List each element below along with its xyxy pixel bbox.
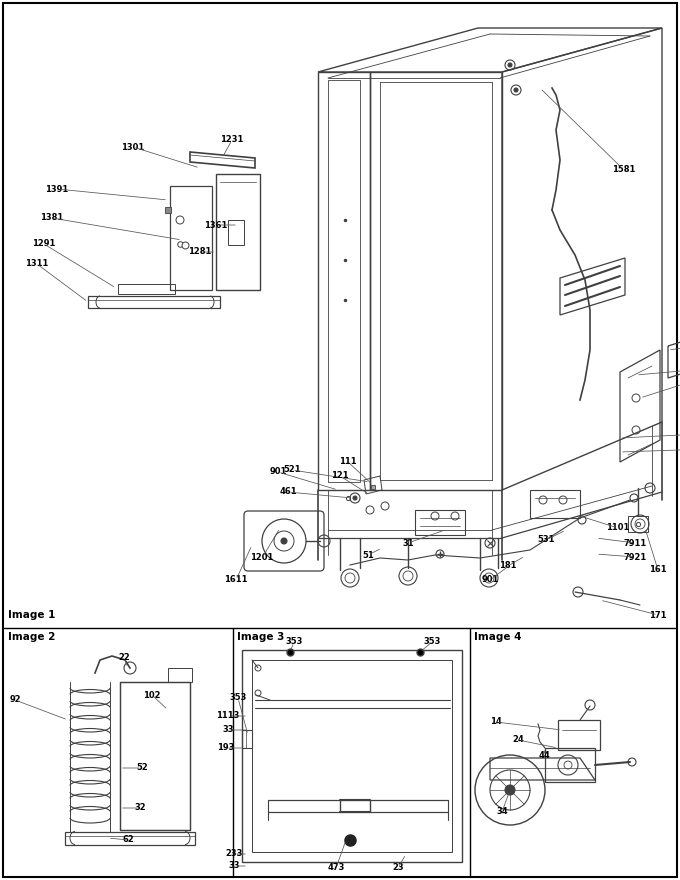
Text: 33: 33	[222, 725, 234, 735]
Circle shape	[505, 785, 515, 795]
Text: 1291: 1291	[33, 239, 56, 248]
Text: 1611: 1611	[224, 576, 248, 584]
Text: 62: 62	[122, 835, 134, 845]
Text: 461: 461	[279, 488, 296, 496]
Text: 7911: 7911	[624, 539, 647, 547]
Circle shape	[281, 538, 287, 544]
Text: 531: 531	[537, 536, 555, 545]
Text: 92: 92	[10, 695, 21, 705]
Circle shape	[508, 63, 512, 67]
Text: 193: 193	[218, 744, 235, 752]
Text: Image 1: Image 1	[8, 610, 55, 620]
Text: 353: 353	[286, 637, 303, 647]
Text: 1391: 1391	[46, 185, 69, 194]
Text: 353: 353	[229, 693, 247, 702]
Text: 171: 171	[649, 611, 667, 620]
Text: 24: 24	[512, 736, 524, 744]
Text: 1201: 1201	[250, 554, 273, 562]
Text: 7921: 7921	[624, 553, 647, 561]
Text: 23: 23	[392, 863, 404, 872]
Text: 102: 102	[143, 691, 160, 700]
Text: 52: 52	[136, 764, 148, 773]
Text: 1381: 1381	[40, 214, 64, 223]
Text: 901: 901	[269, 467, 287, 476]
Text: 1361: 1361	[204, 221, 228, 230]
Circle shape	[353, 496, 357, 500]
Text: 31: 31	[402, 539, 414, 547]
Text: 33: 33	[228, 862, 240, 870]
Circle shape	[514, 88, 518, 92]
Text: Image 4: Image 4	[474, 632, 522, 642]
Text: 22: 22	[118, 652, 130, 662]
Text: 1581: 1581	[612, 165, 636, 174]
Text: 1113: 1113	[216, 712, 239, 721]
Text: 1231: 1231	[220, 136, 243, 144]
Text: 1311: 1311	[25, 260, 49, 268]
Text: 473: 473	[327, 863, 345, 872]
Text: 121: 121	[331, 472, 349, 480]
Text: Image 2: Image 2	[8, 632, 55, 642]
Text: 1101: 1101	[607, 524, 630, 532]
Text: 32: 32	[134, 803, 146, 812]
Text: 51: 51	[362, 551, 374, 560]
Text: 1301: 1301	[121, 143, 145, 151]
Text: 353: 353	[424, 637, 441, 647]
Text: 521: 521	[283, 466, 301, 474]
Text: 901: 901	[481, 576, 498, 584]
Text: 111: 111	[339, 458, 357, 466]
Text: 161: 161	[649, 566, 667, 575]
Text: 14: 14	[490, 717, 502, 727]
Text: Image 3: Image 3	[237, 632, 284, 642]
Text: 44: 44	[538, 752, 550, 760]
Text: 34: 34	[496, 808, 508, 817]
Text: 181: 181	[499, 561, 517, 570]
Text: 1281: 1281	[188, 247, 211, 256]
Text: 233: 233	[225, 849, 243, 859]
